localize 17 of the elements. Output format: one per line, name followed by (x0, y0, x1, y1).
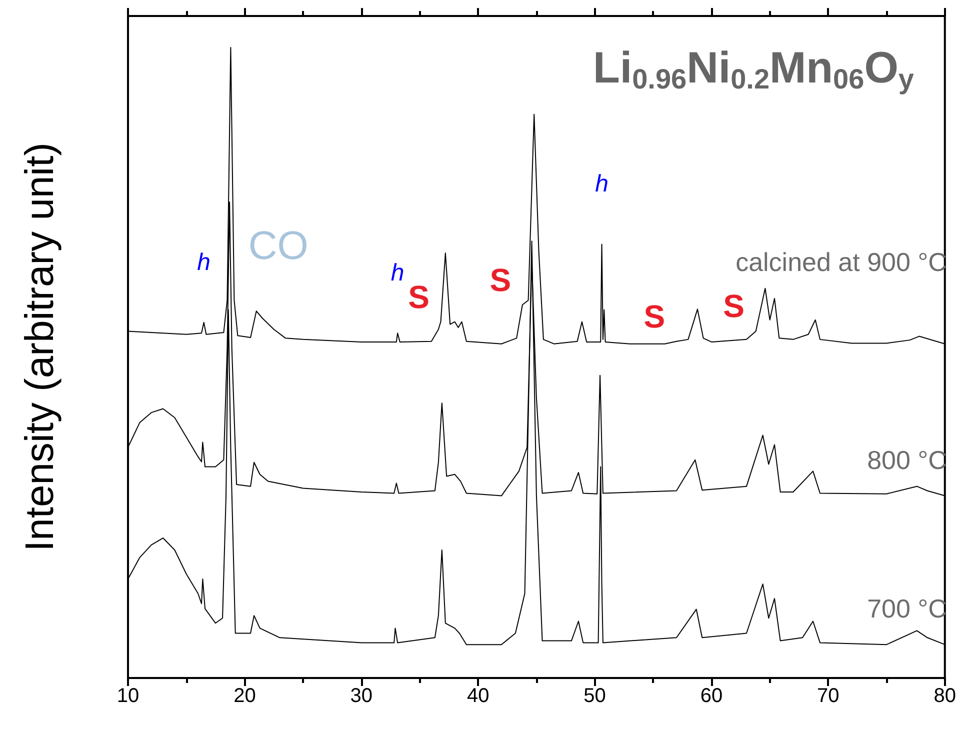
annotation: S (723, 288, 744, 324)
x-tick-label: 20 (234, 685, 256, 707)
x-tick-label: 30 (350, 685, 373, 707)
x-tick-label: 70 (817, 685, 840, 707)
x-tick-label: 80 (934, 685, 956, 707)
annotation: h (197, 248, 211, 276)
annotation: S (644, 298, 666, 334)
annotation: h (390, 260, 404, 287)
annotation: S (408, 278, 430, 315)
x-tick-label: 60 (700, 685, 723, 707)
annotation: S (490, 262, 512, 298)
x-tick-label: 50 (584, 685, 606, 707)
annotation: h (595, 170, 608, 198)
x-tick-label: 40 (466, 685, 490, 707)
annotation: CO (248, 224, 308, 268)
y-axis-title: Intensity (arbitrary unit) (18, 142, 62, 552)
x-tick-label: 10 (116, 685, 140, 707)
